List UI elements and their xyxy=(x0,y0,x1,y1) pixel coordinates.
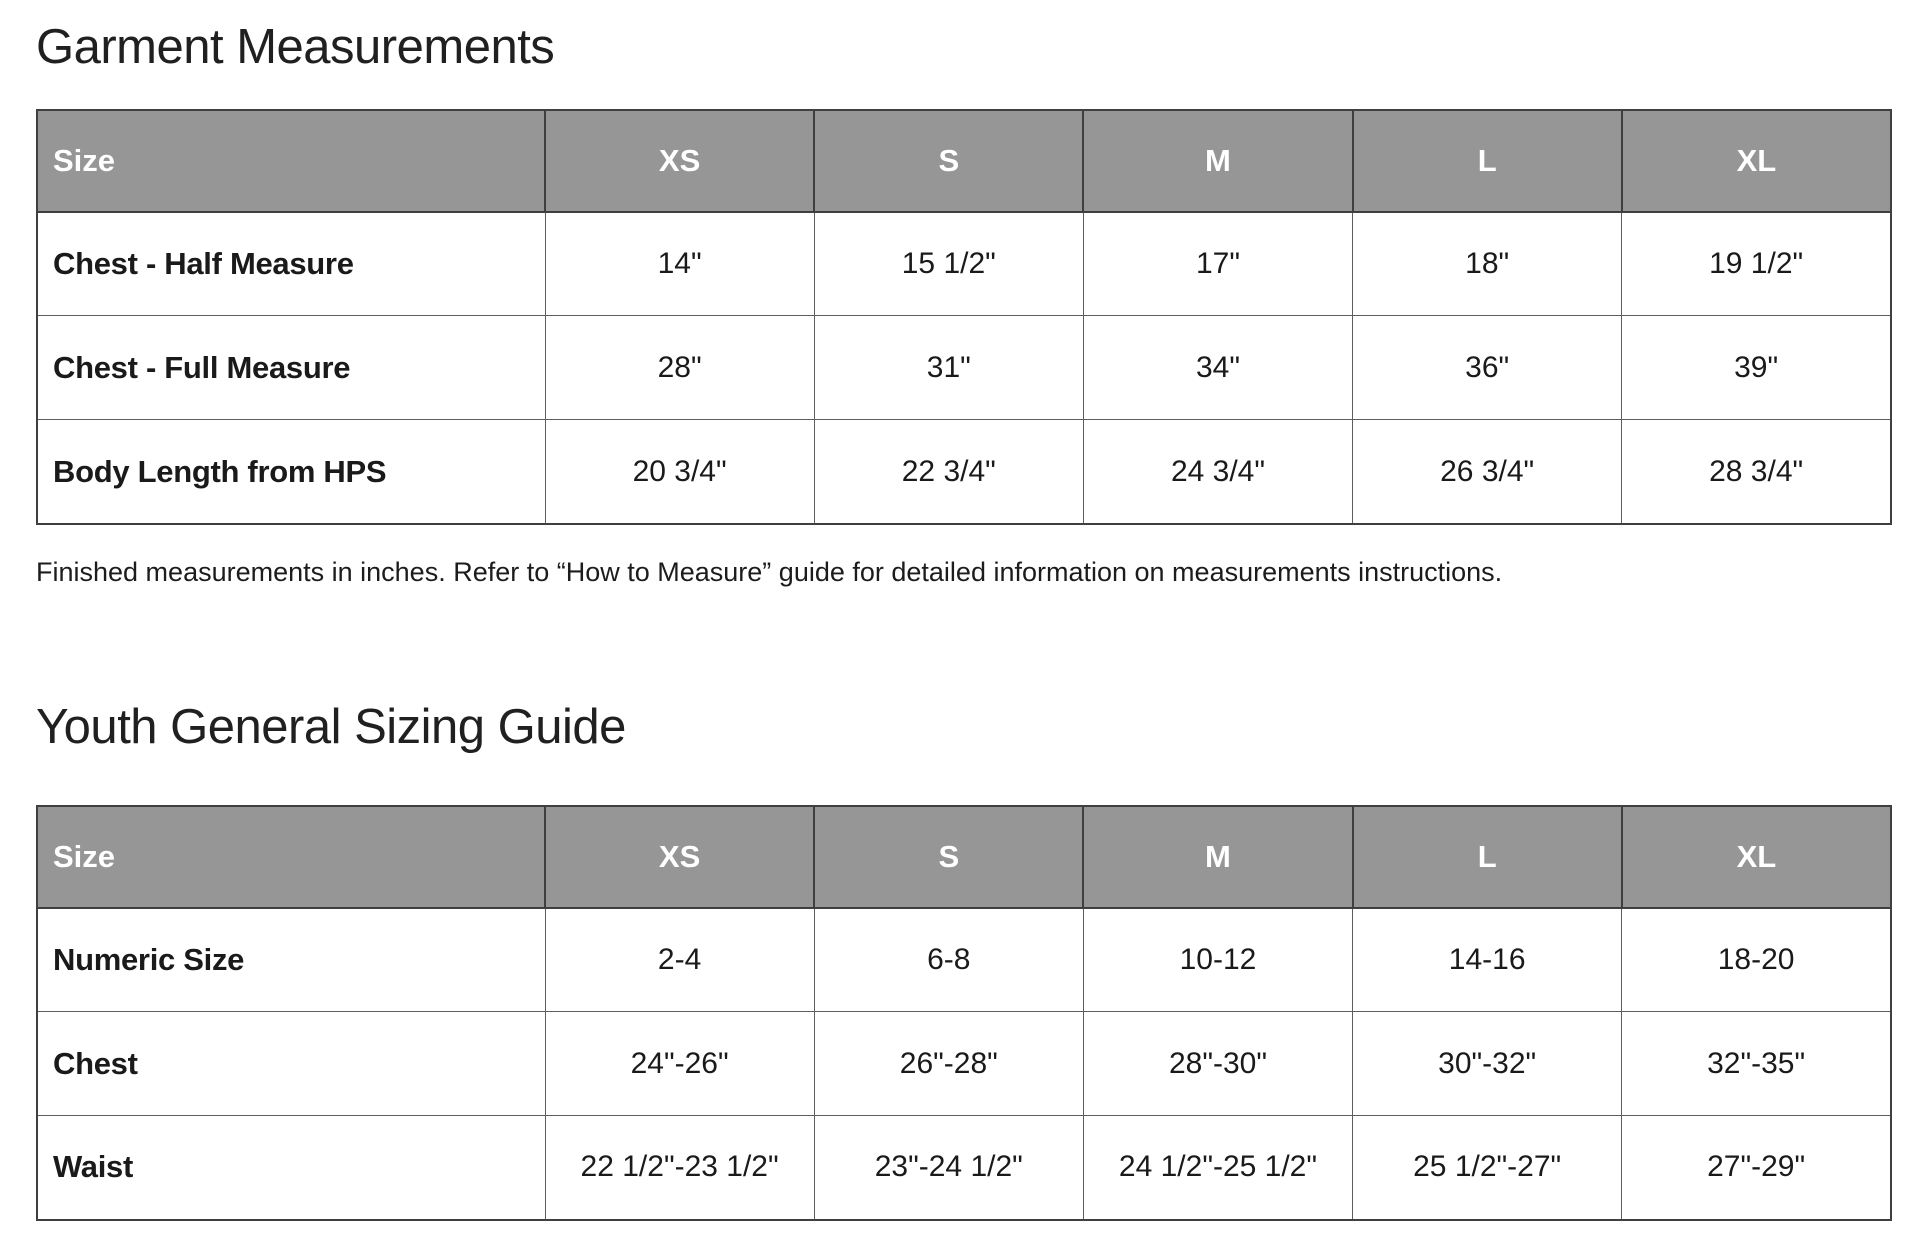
cell-s: 6-8 xyxy=(813,907,1084,1013)
cell-s: 15 1/2" xyxy=(813,211,1084,317)
table-row-chest: Chest 24"-26" 26"-28" 28"-30" 30"-32" 32… xyxy=(36,1011,1892,1117)
row-label: Waist xyxy=(36,1115,546,1221)
table-row-chest-full: Chest - Full Measure 28" 31" 34" 36" 39" xyxy=(36,315,1892,421)
cell-xs: 2-4 xyxy=(544,907,815,1013)
cell-s: 26"-28" xyxy=(813,1011,1084,1117)
cell-l: 30"-32" xyxy=(1352,1011,1623,1117)
cell-xl: 27"-29" xyxy=(1621,1115,1892,1221)
cell-xl: 19 1/2" xyxy=(1621,211,1892,317)
column-header-xl: XL xyxy=(1620,804,1893,909)
youth-sizing-table: Size XS S M L XL Numeric Size 2-4 6-8 10… xyxy=(36,804,1893,1221)
table-row-chest-half: Chest - Half Measure 14" 15 1/2" 17" 18"… xyxy=(36,211,1892,317)
cell-xs: 14" xyxy=(544,211,815,317)
cell-l: 26 3/4" xyxy=(1352,419,1623,525)
column-header-l: L xyxy=(1351,804,1623,909)
row-label: Chest - Half Measure xyxy=(36,211,546,317)
cell-xl: 28 3/4" xyxy=(1621,419,1892,525)
column-header-s: S xyxy=(813,804,1085,909)
column-header-xl: XL xyxy=(1620,108,1893,213)
cell-m: 17" xyxy=(1082,211,1354,317)
table-row-numeric-size: Numeric Size 2-4 6-8 10-12 14-16 18-20 xyxy=(36,907,1892,1013)
garment-measurements-title: Garment Measurements xyxy=(36,20,555,74)
garment-measurements-table: Size XS S M L XL Chest - Half Measure 14… xyxy=(36,108,1893,525)
youth-sizing-guide-title: Youth General Sizing Guide xyxy=(36,699,626,754)
cell-m: 24 3/4" xyxy=(1082,419,1354,525)
cell-m: 10-12 xyxy=(1082,907,1354,1013)
cell-m: 24 1/2"-25 1/2" xyxy=(1082,1115,1354,1221)
table-header-row: Size XS S M L XL xyxy=(36,108,1893,213)
row-label: Chest xyxy=(36,1011,546,1117)
row-label: Numeric Size xyxy=(36,907,546,1013)
section-youth-sizing-guide: Youth General Sizing Guide Size XS S M L… xyxy=(36,698,1893,1221)
table-row-waist: Waist 22 1/2"-23 1/2" 23"-24 1/2" 24 1/2… xyxy=(36,1115,1892,1221)
cell-xl: 32"-35" xyxy=(1621,1011,1892,1117)
column-header-m: M xyxy=(1082,804,1354,909)
measurement-note: Finished measurements in inches. Refer t… xyxy=(36,556,1503,587)
column-header-size: Size xyxy=(36,108,546,213)
table-header-row: Size XS S M L XL xyxy=(36,804,1893,909)
row-label: Chest - Full Measure xyxy=(36,315,546,421)
cell-l: 36" xyxy=(1352,315,1623,421)
cell-l: 14-16 xyxy=(1352,907,1623,1013)
column-header-l: L xyxy=(1351,108,1623,213)
cell-s: 22 3/4" xyxy=(813,419,1084,525)
table-row-body-length: Body Length from HPS 20 3/4" 22 3/4" 24 … xyxy=(36,419,1892,525)
column-header-size: Size xyxy=(36,804,546,909)
cell-s: 31" xyxy=(813,315,1084,421)
column-header-xs: XS xyxy=(543,108,816,213)
cell-l: 18" xyxy=(1352,211,1623,317)
section-garment-measurements: Garment Measurements Size XS S M L XL Ch… xyxy=(36,18,1893,590)
cell-xl: 39" xyxy=(1621,315,1892,421)
cell-s: 23"-24 1/2" xyxy=(813,1115,1084,1221)
cell-xs: 28" xyxy=(544,315,815,421)
cell-xl: 18-20 xyxy=(1621,907,1892,1013)
cell-xs: 24"-26" xyxy=(544,1011,815,1117)
row-label: Body Length from HPS xyxy=(36,419,546,525)
cell-m: 34" xyxy=(1082,315,1354,421)
column-header-s: S xyxy=(813,108,1085,213)
column-header-m: M xyxy=(1082,108,1354,213)
cell-xs: 22 1/2"-23 1/2" xyxy=(544,1115,815,1221)
cell-l: 25 1/2"-27" xyxy=(1352,1115,1623,1221)
column-header-xs: XS xyxy=(543,804,816,909)
cell-xs: 20 3/4" xyxy=(544,419,815,525)
cell-m: 28"-30" xyxy=(1082,1011,1354,1117)
